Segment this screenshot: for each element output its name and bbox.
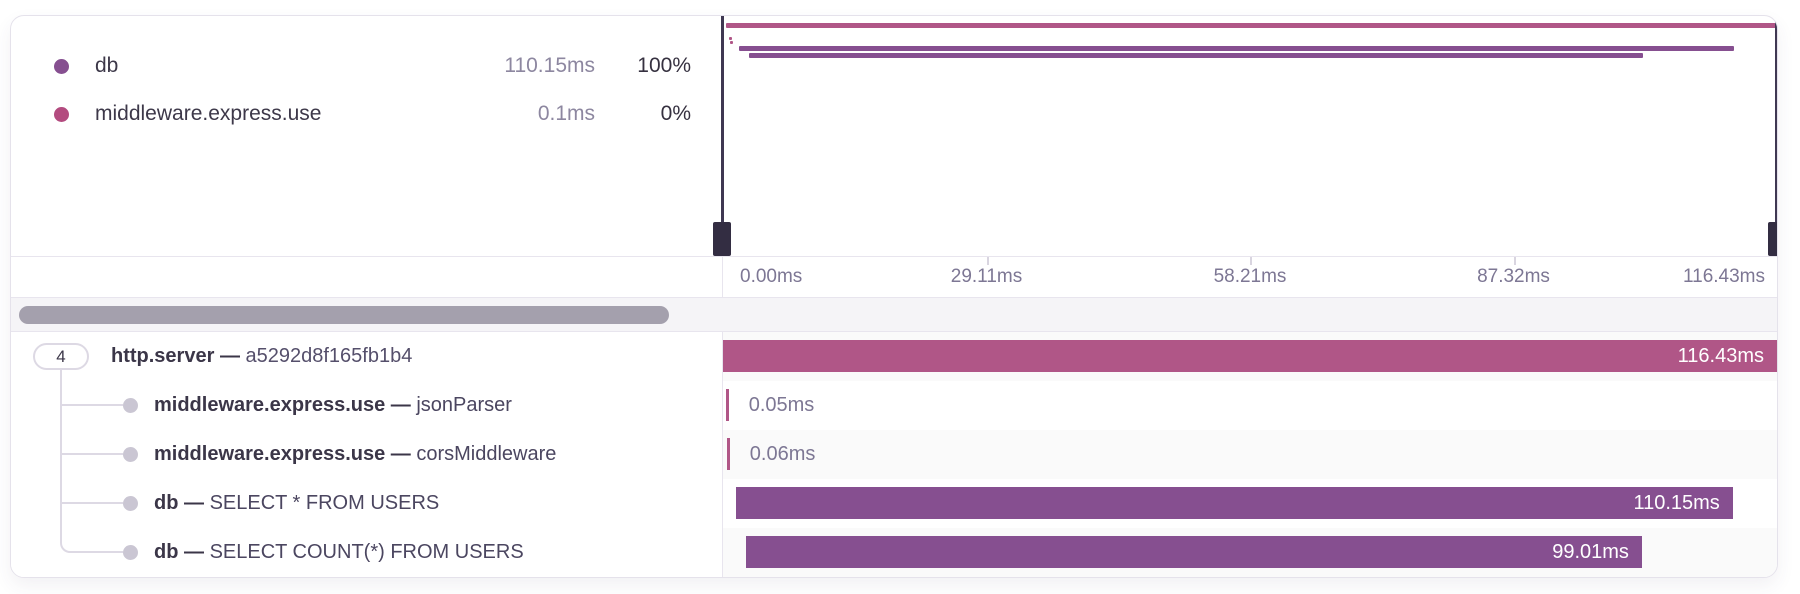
tree-row-json-parser[interactable]: middleware.express.use — jsonParser <box>11 381 722 430</box>
tree-node-dot-icon <box>123 496 138 511</box>
span-title: middleware.express.use — corsMiddleware <box>154 443 557 465</box>
axis-label: 0.00ms <box>740 266 803 287</box>
span-id: a5292d8f165fb1b4 <box>245 345 413 367</box>
span-bar[interactable]: 116.43ms <box>723 340 1777 372</box>
axis-tick <box>986 257 989 265</box>
minimap[interactable] <box>713 16 1777 256</box>
legend: db 110.15ms 100% middleware.express.use … <box>11 16 722 256</box>
span-count-badge[interactable]: 4 <box>33 343 89 370</box>
tree-row-http-server[interactable]: 4 http.server — a5292d8f165fb1b4 <box>11 332 722 381</box>
legend-duration: 0.1ms <box>537 102 595 125</box>
span-duration-label: 0.05ms <box>748 394 815 416</box>
span-duration-label: 116.43ms <box>1677 344 1764 367</box>
span-bar[interactable]: 110.15ms <box>735 487 1733 519</box>
horizontal-scrollbar-track[interactable] <box>11 297 1777 332</box>
waterfall-row-db-select[interactable]: 110.15ms <box>722 479 1777 528</box>
legend-duration: 110.15ms <box>504 54 595 77</box>
span-bar[interactable] <box>725 389 729 421</box>
waterfall-row-db-select-count[interactable]: 99.01ms <box>722 528 1777 577</box>
span-title: db — SELECT COUNT(*) FROM USERS <box>154 541 524 563</box>
axis-label: 87.32ms <box>1477 266 1550 287</box>
axis-label: 116.43ms <box>1682 266 1765 287</box>
waterfall-row-cors-middleware[interactable]: 0.06ms <box>722 430 1777 479</box>
span-duration-label: 110.15ms <box>1633 491 1720 514</box>
minimap-brush-left-line <box>721 16 724 256</box>
trace-panel: db 110.15ms 100% middleware.express.use … <box>10 15 1778 578</box>
legend-percent: 0% <box>660 102 691 125</box>
tree-node-dot-icon <box>123 447 138 462</box>
waterfall-row-http-server[interactable]: 116.43ms <box>722 332 1777 381</box>
span-duration-label: 99.01ms <box>1552 540 1629 563</box>
span-bar[interactable]: 99.01ms <box>745 536 1642 568</box>
minimap-span-bar <box>729 41 733 44</box>
axis-tick <box>1513 257 1516 265</box>
minimap-span-bar <box>738 46 1734 51</box>
tree-connector <box>60 502 123 504</box>
waterfall-row-json-parser[interactable]: 0.05ms <box>722 381 1777 430</box>
tree-node-dot-icon <box>123 545 138 560</box>
tree-connector <box>60 404 123 406</box>
horizontal-scrollbar-thumb[interactable] <box>19 306 669 324</box>
span-title: http.server — a5292d8f165fb1b4 <box>111 345 413 367</box>
span-bar[interactable] <box>726 438 730 470</box>
tree-node-dot-icon <box>123 398 138 413</box>
legend-dot-icon <box>54 106 69 122</box>
axis-label: 29.11ms <box>950 266 1023 287</box>
axis-tick <box>1250 257 1252 265</box>
legend-dot-icon <box>54 58 69 74</box>
minimap-brush-right-line <box>1775 16 1777 256</box>
legend-name: db <box>95 54 119 77</box>
minimap-span-bar <box>726 23 1777 28</box>
span-duration-label: 0.06ms <box>749 443 816 465</box>
tree-connector <box>60 453 123 455</box>
tree-connector <box>60 370 62 381</box>
legend-percent: 100% <box>637 54 691 77</box>
legend-item-middleware[interactable]: middleware.express.use 0.1ms 0% <box>54 90 691 138</box>
minimap-span-bar <box>728 37 732 40</box>
axis-spacer <box>11 256 722 297</box>
axis-label: 58.21ms <box>1213 266 1287 287</box>
tree-row-db-select[interactable]: db — SELECT * FROM USERS <box>11 479 722 528</box>
time-axis: 0.00ms 29.11ms 58.21ms 87.32ms 116.43ms <box>722 256 1777 297</box>
legend-item-db[interactable]: db 110.15ms 100% <box>54 42 691 90</box>
minimap-brush-right-handle[interactable] <box>1768 222 1777 256</box>
span-title: db — SELECT * FROM USERS <box>154 492 440 514</box>
minimap-span-bar <box>748 53 1643 58</box>
tree-connector <box>60 528 123 553</box>
legend-name: middleware.express.use <box>95 102 322 125</box>
tree-row-cors-middleware[interactable]: middleware.express.use — corsMiddleware <box>11 430 722 479</box>
span-title: middleware.express.use — jsonParser <box>154 394 512 416</box>
minimap-brush-left-handle[interactable] <box>713 222 731 256</box>
tree-row-db-select-count[interactable]: db — SELECT COUNT(*) FROM USERS <box>11 528 722 577</box>
